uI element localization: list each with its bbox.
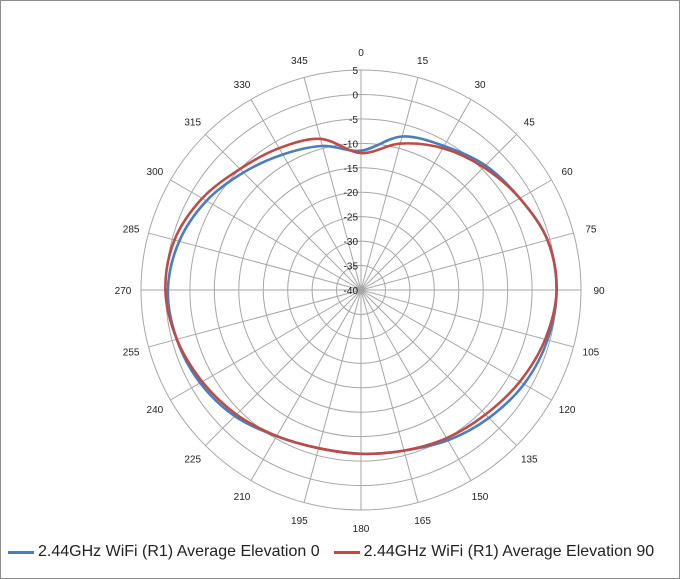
grid-spoke <box>360 77 419 291</box>
angle-tick-label: 225 <box>184 454 201 465</box>
angle-tick-label: 285 <box>123 224 140 235</box>
legend-label-elevation-90: 2.44GHz WiFi (R1) Average Elevation 90 <box>363 543 655 560</box>
angle-tick-label: 345 <box>291 56 308 67</box>
angle-tick-label: 195 <box>291 516 308 527</box>
angle-tick-label: 180 <box>353 524 370 535</box>
angle-tick-label: 45 <box>524 118 536 129</box>
legend-label-elevation-0: 2.44GHz WiFi (R1) Average Elevation 0 <box>38 543 320 560</box>
radial-tick-label: -25 <box>344 213 359 224</box>
series-line-1 <box>164 137 558 456</box>
grid-spoke <box>250 99 362 291</box>
radial-tick-label: -20 <box>344 188 359 199</box>
angle-tick-label: 270 <box>115 286 132 297</box>
radial-tick-label: -35 <box>344 262 359 273</box>
radial-tick-label: -10 <box>344 139 359 150</box>
angle-tick-label: 210 <box>234 492 251 503</box>
angle-tick-label: 150 <box>472 492 489 503</box>
grid-spoke <box>303 289 362 503</box>
radial-tick-label: -15 <box>344 164 359 175</box>
angle-tick-labels: 0 15 30 45 60 75 90 105 120 135 150 165 180 195 210 225… <box>115 48 605 535</box>
radial-tick-labels: 5 0 -5 -10 -15 -20 -25 -30 -35 -40 <box>344 66 359 297</box>
grid-spoke <box>303 77 362 291</box>
radial-tick-label: -40 <box>344 286 359 297</box>
grid-spoke <box>360 232 574 291</box>
grid-spoke <box>250 289 362 481</box>
angle-tick-label: 90 <box>593 286 605 297</box>
angle-tick-label: 120 <box>559 405 576 416</box>
grid-spoke <box>205 134 362 291</box>
angle-tick-label: 330 <box>234 80 251 91</box>
polar-grid <box>140 69 582 511</box>
radial-tick-label: -5 <box>349 115 358 126</box>
radial-tick-label: -30 <box>344 237 359 248</box>
angle-tick-label: 15 <box>417 56 429 67</box>
angle-tick-label: 165 <box>414 516 431 527</box>
angle-tick-label: 315 <box>184 118 201 129</box>
angle-tick-label: 30 <box>474 80 486 91</box>
angle-tick-label: 75 <box>585 224 597 235</box>
grid-spoke <box>205 289 362 446</box>
grid-spoke <box>360 289 419 503</box>
angle-tick-label: 135 <box>521 454 538 465</box>
grid-spoke <box>360 289 472 481</box>
angle-tick-label: 0 <box>358 48 364 59</box>
angle-tick-label: 300 <box>147 167 164 178</box>
grid-spoke <box>148 289 362 348</box>
legend: 2.44GHz WiFi (R1) Average Elevation 0 2.… <box>8 540 654 564</box>
angle-tick-label: 255 <box>123 348 140 359</box>
legend-item-elevation-90: 2.44GHz WiFi (R1) Average Elevation 90 <box>333 543 655 561</box>
grid-spoke <box>360 134 517 291</box>
series-lines <box>164 135 558 456</box>
legend-swatch-elevation-0 <box>8 550 34 554</box>
radial-tick-label: 0 <box>352 90 358 101</box>
angle-tick-label: 105 <box>583 348 600 359</box>
grid-spoke <box>360 289 517 446</box>
angle-tick-label: 240 <box>147 405 164 416</box>
grid-spoke <box>360 289 574 348</box>
legend-swatch-elevation-90 <box>333 550 360 554</box>
grid-spoke <box>360 99 472 291</box>
radial-tick-label: 5 <box>352 66 358 77</box>
grid-spoke <box>148 232 362 291</box>
legend-item-elevation-0: 2.44GHz WiFi (R1) Average Elevation 0 <box>8 543 320 561</box>
angle-tick-label: 60 <box>562 167 574 178</box>
